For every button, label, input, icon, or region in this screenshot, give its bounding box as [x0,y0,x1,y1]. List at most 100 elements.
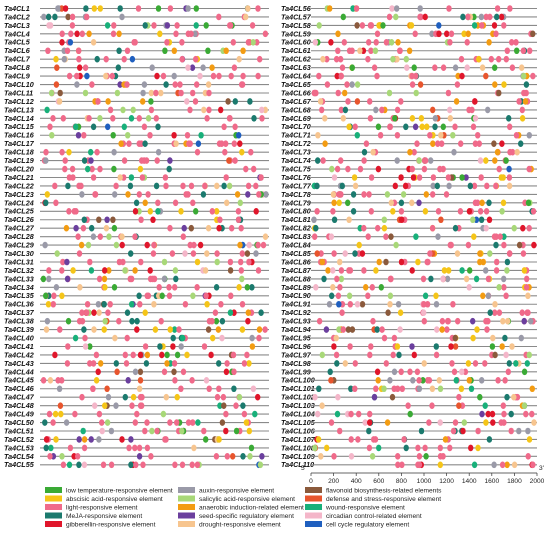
cis-element-marker [312,233,318,240]
cis-element-marker [256,326,263,333]
cis-element-marker [69,165,76,173]
cis-element-marker [217,402,223,409]
cis-element-marker [409,72,415,80]
cis-element-marker [76,55,82,63]
cis-element-marker [47,377,54,384]
cis-element-marker [375,377,381,384]
cis-element-marker [320,55,326,63]
cis-element-marker [394,385,401,393]
cis-element-marker [77,284,83,291]
cis-element-marker [256,191,262,198]
gene-row: Ta4CL95 [281,333,537,342]
cis-element-marker [313,284,319,291]
cis-element-marker [236,284,242,291]
cis-element-marker [474,326,480,333]
cis-element-marker [505,317,511,325]
axis-ticks: 0 200 400 600 800 1000 1200 1400 1600 1800 2000 [309,473,545,485]
cis-element-marker [142,140,148,147]
cis-element-marker [43,199,49,207]
legend-item: drought-responsive element [178,521,281,528]
cis-element-marker [447,39,453,46]
cis-element-marker [476,55,482,63]
cis-element-marker [526,351,532,359]
cis-element-marker [206,106,212,114]
gene-label: Ta4CL8 [4,63,30,72]
cis-element-marker [337,258,343,266]
cis-element-marker [190,292,196,300]
cis-element-marker [216,360,222,367]
cis-element-marker [164,351,170,359]
cis-element-marker [245,5,251,12]
cis-element-marker [356,241,362,249]
cis-element-marker [253,250,259,257]
cis-element-marker [116,317,122,325]
cis-element-marker [366,191,372,198]
gene-label: Ta4CL52 [4,435,34,444]
cis-element-marker [142,427,148,435]
cis-element-marker [521,72,527,80]
cis-element-marker [530,461,536,469]
cis-element-marker [371,436,377,443]
gene-label: Ta4CL105 [281,418,316,427]
cis-element-marker [426,419,432,426]
cis-element-marker [232,157,238,164]
cis-element-marker [132,267,138,274]
legend-label: salicylic acid-responsive element [199,496,295,503]
cis-element-marker [327,368,333,376]
cis-element-marker [136,191,142,198]
cis-element-marker [112,334,118,342]
cis-element-marker [218,106,224,114]
cis-element-marker [496,284,502,291]
cis-element-marker [367,115,374,122]
cis-element-marker [471,461,478,469]
cis-element-marker [232,98,238,105]
gene-label: Ta4CL80 [281,207,311,216]
gene-row: Ta4CL40 [4,333,269,342]
cis-element-marker [244,284,250,291]
cis-element-marker [441,267,448,274]
cis-element-marker [429,224,436,232]
cis-element-marker [519,115,526,122]
cis-element-marker [166,165,172,173]
cis-element-marker [319,402,325,409]
cis-element-marker [46,267,52,274]
cis-element-marker [501,275,507,283]
cis-element-marker [516,241,523,249]
cis-element-marker [336,199,342,207]
cis-element-marker [178,343,184,350]
cis-element-marker [505,368,511,376]
cis-element-marker [74,81,80,88]
cis-element-marker [77,64,83,71]
cis-element-marker [80,427,86,435]
cis-element-marker [46,275,52,283]
cis-element-marker [55,377,61,384]
cis-element-marker [75,453,81,460]
cis-element-marker [365,292,371,300]
cis-element-marker [224,453,230,460]
cis-element-marker [243,419,250,426]
cis-element-marker [421,360,427,367]
cis-element-marker [488,55,494,63]
cis-element-marker [46,22,52,29]
legend-swatch [305,504,322,510]
cis-element-marker [375,165,382,173]
cis-element-marker [227,267,234,274]
gene-label: Ta4CL34 [4,283,34,292]
gene-row: Ta4CL75 [281,164,537,173]
cis-element-marker [226,182,233,190]
cis-element-marker [105,309,111,317]
cis-element-marker [160,410,167,418]
cis-element-marker [499,461,506,469]
gene-row: Ta4CL86 [281,257,537,266]
gene-label: Ta4CL49 [4,410,34,419]
gene-label: Ta4CL16 [4,131,35,140]
cis-element-marker [316,317,323,325]
cis-element-marker [342,106,349,114]
cis-element-marker [318,250,324,257]
cis-element-marker [136,444,143,452]
cis-element-marker [218,300,224,308]
cis-element-marker [72,334,79,342]
cis-element-marker [388,39,395,46]
cis-element-marker [312,444,318,452]
cis-element-marker [374,368,381,376]
